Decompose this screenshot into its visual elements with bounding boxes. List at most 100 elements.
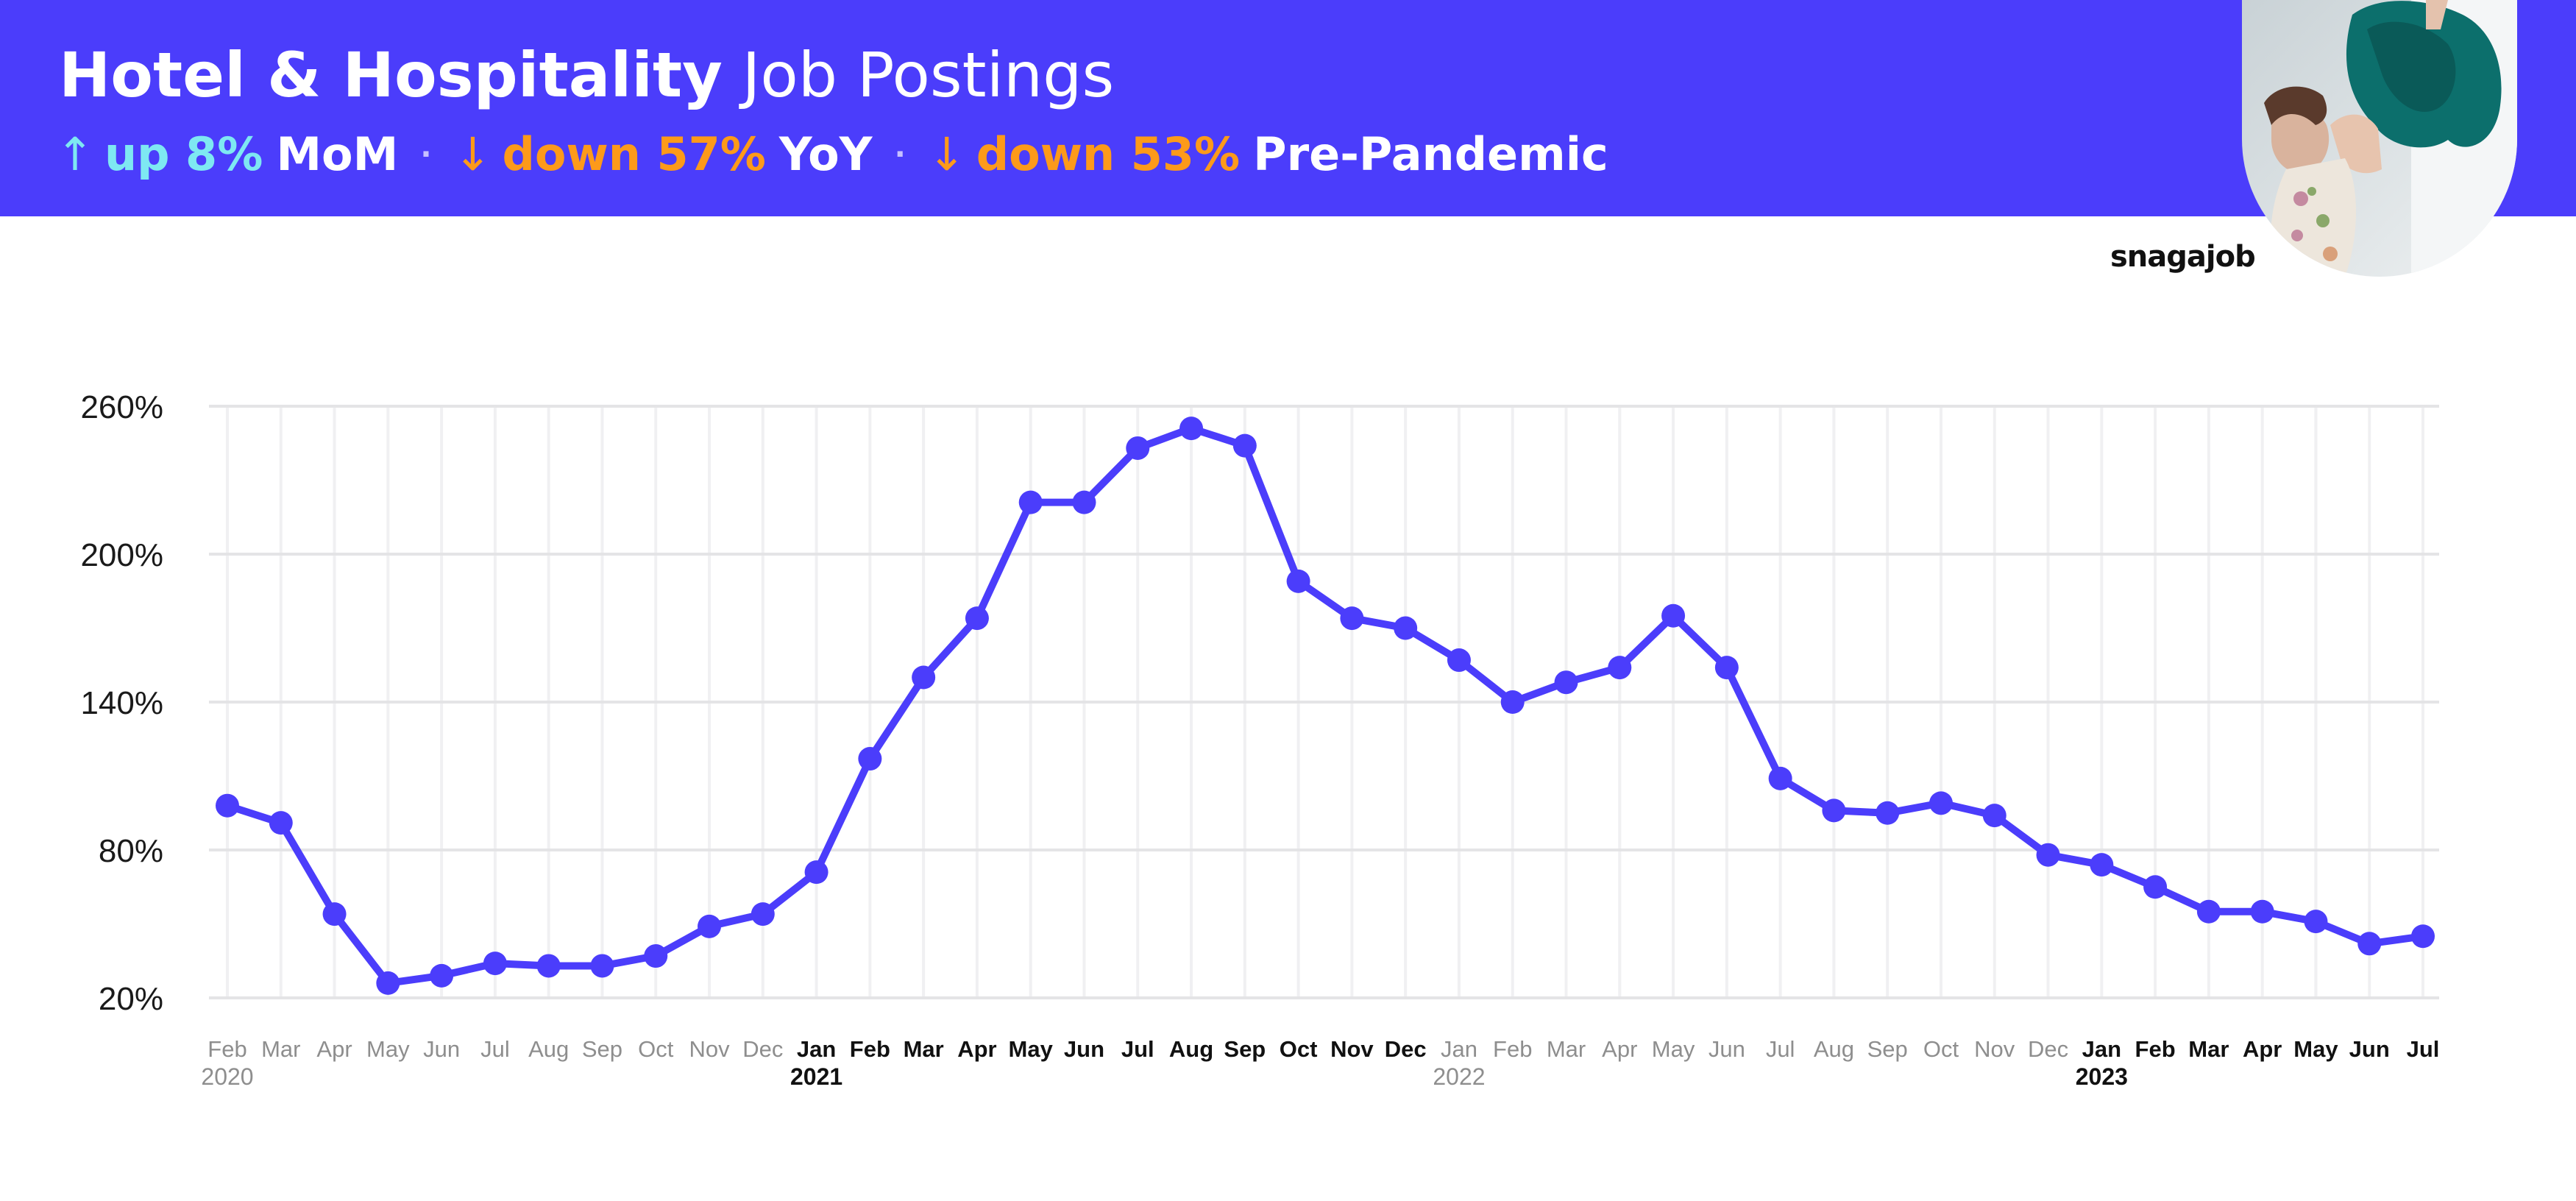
series-line: [224, 425, 2427, 987]
data-point: [322, 902, 347, 927]
x-tick-label: Jun: [2349, 1036, 2390, 1062]
stats-row: ↑ up 8% MoM · ↓ down 57% YoY · ↓ down 53…: [56, 121, 1608, 188]
data-point: [1018, 490, 1043, 514]
x-tick-label: Jul: [480, 1036, 510, 1062]
down-arrow-icon: ↓: [453, 127, 492, 181]
data-point: [2357, 932, 2382, 956]
x-tick-label: Apr: [957, 1036, 996, 1062]
stat-prepandemic-label: Pre-Pandemic: [1253, 127, 1608, 181]
y-tick-label: 80%: [99, 833, 163, 869]
data-point: [1768, 766, 1792, 790]
title-bold: Hotel & Hospitality: [59, 39, 723, 111]
x-tick-label: Feb: [850, 1036, 890, 1062]
x-tick-label: May: [1652, 1036, 1695, 1062]
page-title: Hotel & Hospitality Job Postings: [59, 31, 1114, 119]
data-point: [216, 793, 239, 818]
x-tick-label: Jan: [2082, 1036, 2121, 1062]
stat-mom-label: MoM: [276, 127, 399, 181]
data-point: [1072, 490, 1096, 514]
x-tick-label: Jun: [1064, 1036, 1104, 1062]
stat-prepandemic-value: down 53%: [976, 127, 1241, 181]
data-point: [536, 954, 561, 978]
y-tick-label: 140%: [80, 685, 163, 721]
x-tick-label: May: [366, 1036, 410, 1062]
x-tick-label: Mar: [904, 1036, 944, 1062]
x-year-label: 2023: [2076, 1063, 2128, 1090]
y-tick-label: 260%: [80, 389, 163, 425]
x-tick-label: Apr: [2243, 1036, 2282, 1062]
data-point: [430, 963, 454, 988]
x-tick-label: Feb: [1493, 1036, 1532, 1062]
data-point: [1982, 804, 2006, 828]
data-point: [858, 747, 882, 771]
x-tick-label: Jul: [1766, 1036, 1795, 1062]
x-tick-label: Apr: [1602, 1036, 1637, 1062]
x-year-label: 2021: [790, 1063, 842, 1090]
data-point: [1608, 656, 1632, 680]
data-point: [2411, 924, 2435, 949]
data-point: [751, 902, 775, 927]
data-point: [590, 954, 614, 978]
data-point: [804, 860, 828, 885]
data-point: [1554, 670, 1578, 695]
data-point: [376, 971, 400, 995]
data-point: [1126, 436, 1150, 460]
x-tick-label: Dec: [1385, 1036, 1427, 1062]
x-tick-label: Sep: [582, 1036, 622, 1062]
x-tick-label: Dec: [2028, 1036, 2068, 1062]
data-point: [2036, 843, 2060, 867]
photo-illustration: [2242, 0, 2517, 277]
housekeeper-photo: [2242, 0, 2517, 277]
x-tick-label: Mar: [2188, 1036, 2229, 1062]
separator-dot-icon: ·: [894, 138, 906, 171]
x-tick-label: Nov: [689, 1036, 730, 1062]
snagajob-logo: snagajob: [2110, 240, 2256, 274]
stat-yoy-label: YoY: [778, 127, 873, 181]
x-tick-label: Sep: [1224, 1036, 1266, 1062]
data-point: [1822, 798, 1846, 823]
series-job-postings: [216, 417, 2435, 995]
data-point: [1661, 603, 1686, 628]
data-point: [2090, 853, 2114, 877]
x-tick-label: May: [2293, 1036, 2338, 1062]
data-point: [1179, 417, 1204, 441]
x-tick-label: Aug: [1814, 1036, 1854, 1062]
x-tick-label: Dec: [742, 1036, 783, 1062]
x-tick-label: Apr: [316, 1036, 352, 1062]
x-tick-label: Jan: [1441, 1036, 1477, 1062]
data-point: [1286, 569, 1310, 593]
data-point: [644, 944, 668, 968]
data-point: [2304, 910, 2328, 934]
data-point: [1232, 433, 1257, 458]
y-axis-ticks: 20% 80% 140% 200% 260%: [80, 389, 163, 1017]
data-point: [1929, 791, 1953, 815]
data-point: [2250, 899, 2274, 924]
horizontal-gridlines: [209, 405, 2439, 999]
x-tick-label: Jan: [797, 1036, 836, 1062]
y-tick-label: 200%: [80, 537, 163, 573]
data-point: [698, 914, 722, 938]
data-point: [1500, 690, 1525, 714]
x-tick-label: Jul: [1121, 1036, 1154, 1062]
x-tick-label: Feb: [207, 1036, 246, 1062]
y-tick-label: 20%: [99, 981, 163, 1017]
data-point: [1447, 648, 1471, 673]
data-point: [912, 665, 936, 690]
x-tick-label: May: [1009, 1036, 1054, 1062]
data-point: [1714, 656, 1739, 680]
x-tick-label: Oct: [1280, 1036, 1318, 1062]
x-tick-label: Sep: [1867, 1036, 1908, 1062]
x-tick-label: Aug: [1169, 1036, 1213, 1062]
data-point: [2143, 875, 2168, 899]
title-light: Job Postings: [742, 39, 1115, 111]
x-tick-label: Oct: [638, 1036, 674, 1062]
data-point: [2196, 899, 2221, 924]
header-banner: Hotel & Hospitality Job Postings ↑ up 8%…: [0, 0, 2576, 216]
x-tick-label: Oct: [1923, 1036, 1959, 1062]
x-year-label: 2022: [1433, 1063, 1485, 1090]
x-year-label: 2020: [201, 1063, 253, 1090]
x-tick-label: Feb: [2135, 1036, 2176, 1062]
x-tick-label: Mar: [1547, 1036, 1586, 1062]
x-tick-label: Aug: [528, 1036, 569, 1062]
